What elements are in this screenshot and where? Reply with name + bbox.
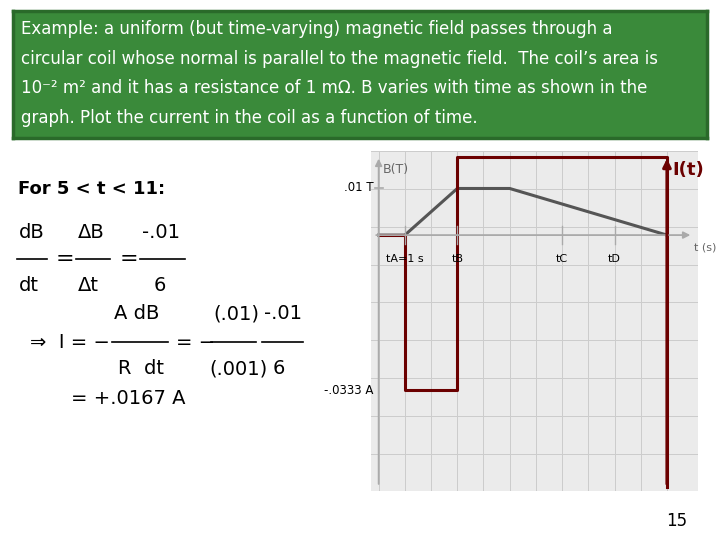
Text: = +.0167 A: = +.0167 A <box>71 389 185 408</box>
Text: 6: 6 <box>273 359 285 378</box>
Text: .01 T: .01 T <box>343 181 374 194</box>
Text: t (s): t (s) <box>695 242 717 252</box>
Text: (.01): (.01) <box>213 305 259 323</box>
Text: 6: 6 <box>153 275 166 295</box>
Text: For 5 < t < 11:: For 5 < t < 11: <box>19 180 166 198</box>
Text: (.001): (.001) <box>210 359 268 378</box>
Text: tD: tD <box>608 254 621 264</box>
Text: A dB: A dB <box>114 305 159 323</box>
Text: dt: dt <box>19 275 38 295</box>
Text: tB: tB <box>451 254 463 264</box>
Text: R  dt: R dt <box>117 359 163 378</box>
Text: ΔB: ΔB <box>78 222 105 241</box>
Text: dB: dB <box>19 222 44 241</box>
Text: =: = <box>56 248 74 269</box>
Text: -.0333 A: -.0333 A <box>324 384 374 397</box>
Text: Δt: Δt <box>78 275 99 295</box>
Text: circular coil whose normal is parallel to the magnetic field.  The coil’s area i: circular coil whose normal is parallel t… <box>22 50 658 68</box>
Text: ⇒  I = −: ⇒ I = − <box>30 333 109 352</box>
Text: I(t): I(t) <box>672 161 704 179</box>
Text: tC: tC <box>556 254 568 264</box>
Text: -.01: -.01 <box>142 222 180 241</box>
Text: =: = <box>120 248 138 269</box>
Text: 15: 15 <box>667 512 688 530</box>
Text: -.01: -.01 <box>264 305 302 323</box>
Text: = −: = − <box>176 333 215 352</box>
Text: Example: a uniform (but time-varying) magnetic field passes through a: Example: a uniform (but time-varying) ma… <box>22 19 613 38</box>
Text: tA=1 s: tA=1 s <box>386 254 423 264</box>
Text: 10⁻² m² and it has a resistance of 1 mΩ. B varies with time as shown in the: 10⁻² m² and it has a resistance of 1 mΩ.… <box>22 79 648 97</box>
Text: B(T): B(T) <box>382 163 409 176</box>
Text: graph. Plot the current in the coil as a function of time.: graph. Plot the current in the coil as a… <box>22 109 478 127</box>
